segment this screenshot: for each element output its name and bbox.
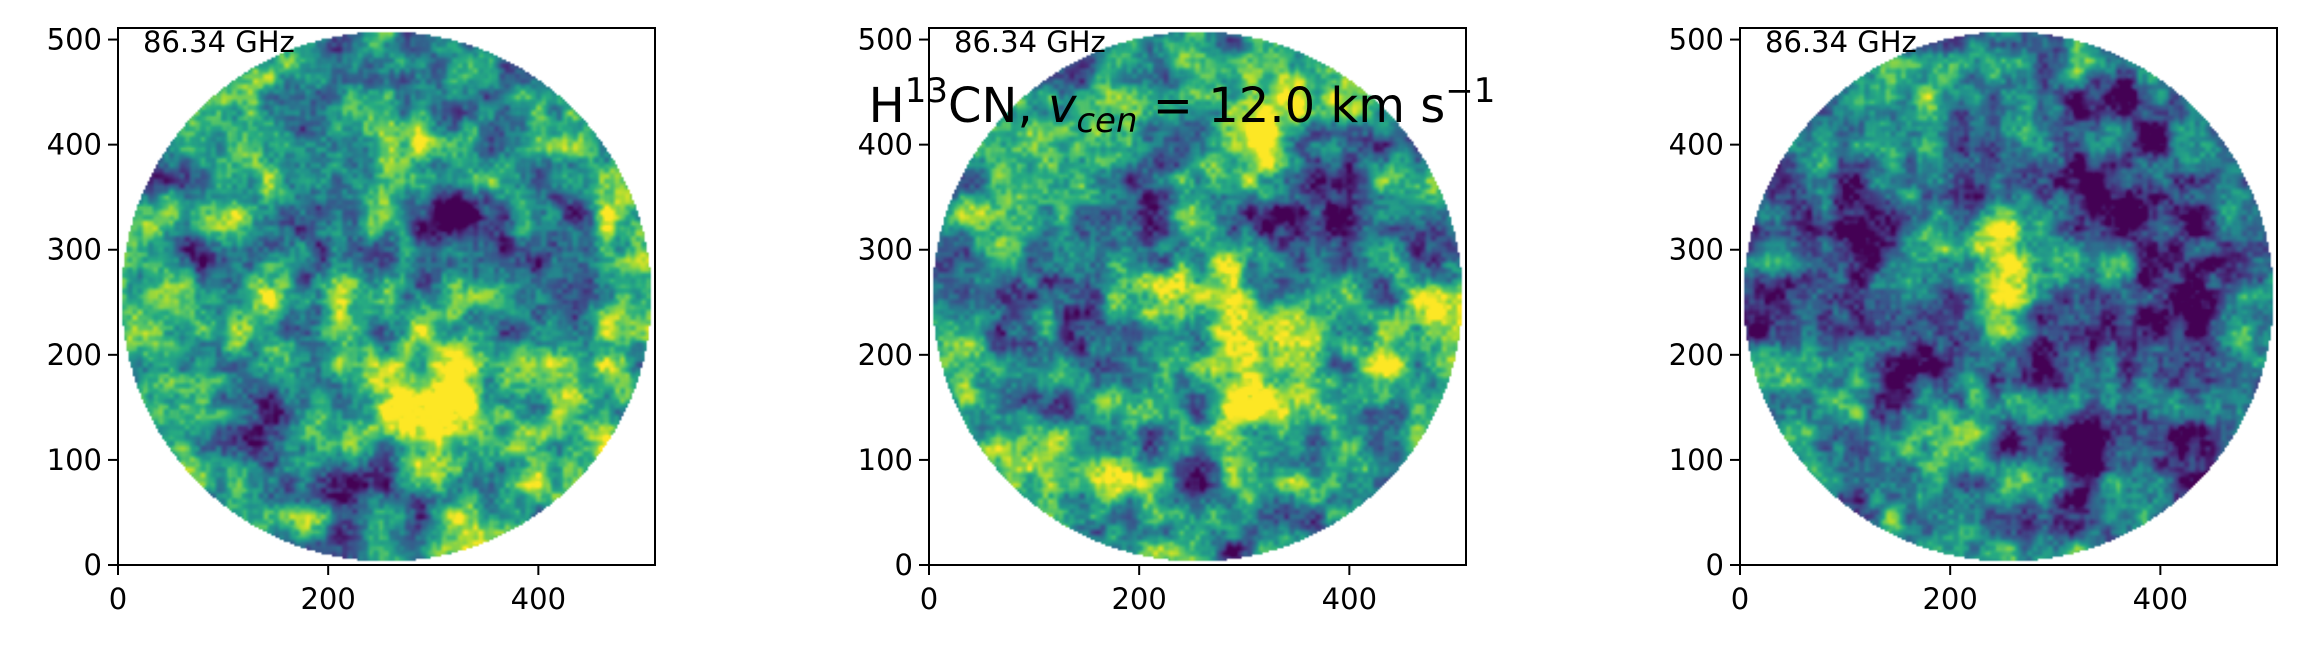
figure-title: H13CN, vcen = 12.0 km s−1	[869, 71, 1496, 141]
y-tick-label: 300	[1669, 233, 1724, 267]
y-tick-label: 400	[858, 128, 913, 162]
y-tick-label: 200	[47, 338, 102, 372]
panel-1: 0 200 400 0 100 200 300 400 500 86.34 GHz	[47, 23, 656, 616]
y-tick-label: 500	[47, 23, 102, 57]
y-tick-label: 200	[858, 338, 913, 372]
panel-1-label: 86.34 GHz	[143, 25, 295, 59]
x-tick-label: 200	[1922, 582, 1977, 616]
y-tick-label: 0	[895, 548, 913, 582]
y-tick-label: 100	[47, 443, 102, 477]
x-tick-label: 400	[2133, 582, 2188, 616]
y-tick-label: 200	[1669, 338, 1724, 372]
panel-2-heatmap	[929, 28, 1466, 565]
panel-2-label: 86.34 GHz	[954, 25, 1106, 59]
title-unit-exp: −1	[1445, 71, 1495, 111]
title-mid: CN,	[948, 78, 1048, 134]
y-tick-label: 400	[47, 128, 102, 162]
y-tick-label: 0	[1706, 548, 1724, 582]
panel-2-ticks: 0 200 400 0 100 200 300 400 500	[858, 23, 1377, 616]
y-tick-label: 500	[1669, 23, 1724, 57]
x-tick-label: 400	[511, 582, 566, 616]
panel-3-ticks: 0 200 400 0 100 200 300 400 500	[1669, 23, 2188, 616]
y-tick-label: 500	[858, 23, 913, 57]
title-value: = 12.0 km s	[1138, 78, 1446, 134]
title-var: v	[1048, 78, 1077, 134]
title-isotope: 13	[905, 71, 948, 111]
x-tick-label: 0	[1731, 582, 1749, 616]
panel-1-frame	[117, 27, 656, 566]
panel-2-frame	[928, 27, 1467, 566]
title-prefix: H	[869, 78, 905, 134]
x-tick-label: 400	[1322, 582, 1377, 616]
x-tick-label: 0	[109, 582, 127, 616]
panel-2: 0 200 400 0 100 200 300 400 500 86.34 GHz	[858, 23, 1467, 616]
x-tick-label: 0	[920, 582, 938, 616]
y-tick-label: 0	[84, 548, 102, 582]
panel-3-heatmap	[1740, 28, 2277, 565]
panel-3-frame	[1739, 27, 2278, 566]
panel-1-heatmap	[118, 28, 655, 565]
panel-1-ticks: 0 200 400 0 100 200 300 400 500	[47, 23, 566, 616]
y-tick-label: 300	[47, 233, 102, 267]
y-tick-label: 400	[1669, 128, 1724, 162]
x-tick-label: 200	[300, 582, 355, 616]
y-tick-label: 300	[858, 233, 913, 267]
panel-3: 0 200 400 0 100 200 300 400 500 86.34 GHz	[1669, 23, 2278, 616]
panel-3-label: 86.34 GHz	[1765, 25, 1917, 59]
title-var-sub: cen	[1076, 101, 1137, 141]
x-tick-label: 200	[1111, 582, 1166, 616]
y-tick-label: 100	[858, 443, 913, 477]
y-tick-label: 100	[1669, 443, 1724, 477]
